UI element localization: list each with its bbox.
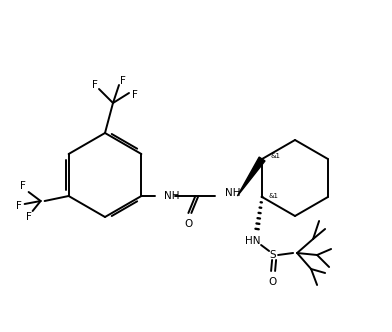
Text: F: F <box>92 80 98 90</box>
Text: NH: NH <box>164 191 180 201</box>
Text: HN: HN <box>245 236 261 246</box>
Text: F: F <box>26 212 32 222</box>
Text: &1: &1 <box>270 153 280 159</box>
Text: &1: &1 <box>268 193 278 199</box>
Text: F: F <box>16 201 22 211</box>
Polygon shape <box>238 157 265 196</box>
Text: F: F <box>20 181 25 191</box>
Text: S: S <box>270 250 276 260</box>
Text: O: O <box>184 219 192 229</box>
Text: O: O <box>268 277 276 287</box>
Text: F: F <box>120 76 126 86</box>
Text: F: F <box>132 90 138 100</box>
Text: NH: NH <box>225 188 241 198</box>
